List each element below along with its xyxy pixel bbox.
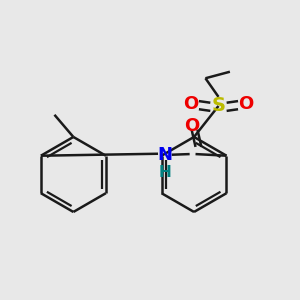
Text: S: S — [212, 97, 226, 116]
Text: O: O — [184, 117, 199, 135]
Text: H: H — [159, 165, 172, 180]
Text: N: N — [157, 146, 172, 164]
Text: O: O — [183, 95, 198, 113]
Text: O: O — [238, 95, 254, 113]
